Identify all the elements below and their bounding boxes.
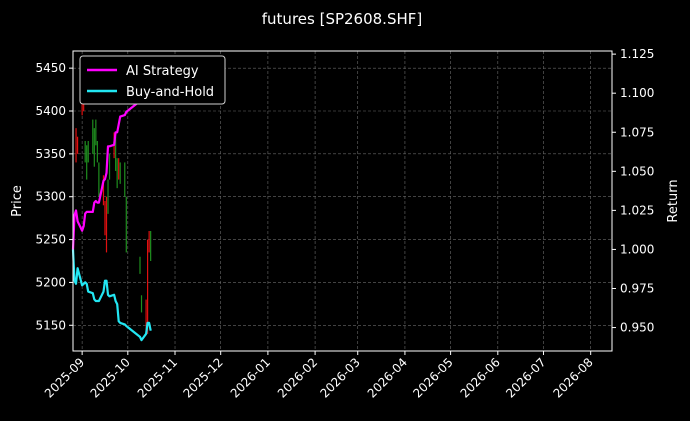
y-axis-left: 5150 5200 5250 5300 5350 5400 5450 (35, 61, 73, 332)
y-left-tick-label: 5450 (35, 61, 66, 75)
y-right-tick-label: 1.050 (620, 164, 654, 178)
y-axis-left-label: Price (10, 185, 25, 217)
y-right-tick-label: 1.125 (620, 47, 654, 61)
y-left-tick-label: 5200 (35, 275, 66, 289)
y-axis-right: 0.950 0.975 1.000 1.025 1.050 1.075 1.100 1.125 (612, 47, 654, 335)
y-left-tick-label: 5400 (35, 104, 66, 118)
y-right-tick-label: 0.950 (620, 321, 654, 335)
legend-ai-strategy-label: AI Strategy (126, 64, 199, 79)
y-left-tick-label: 5150 (35, 318, 66, 332)
y-left-tick-label: 5350 (35, 147, 66, 161)
y-right-tick-label: 1.075 (620, 125, 654, 139)
y-right-tick-label: 1.100 (620, 86, 654, 100)
y-left-tick-label: 5300 (35, 190, 66, 204)
y-axis-right-label: Return (666, 179, 681, 222)
y-right-tick-label: 1.000 (620, 242, 654, 256)
legend: AI Strategy Buy-and-Hold (79, 55, 226, 105)
series-line-buy-and-hold (71, 249, 152, 342)
y-left-tick-label: 5250 (35, 233, 66, 247)
plot-frame (72, 50, 613, 352)
y-right-tick-label: 0.975 (620, 282, 654, 296)
y-right-tick-label: 1.025 (620, 203, 654, 217)
legend-buy-and-hold-label: Buy-and-Hold (126, 85, 214, 100)
chart-title: futures [SP2608.SHF] (262, 10, 422, 28)
